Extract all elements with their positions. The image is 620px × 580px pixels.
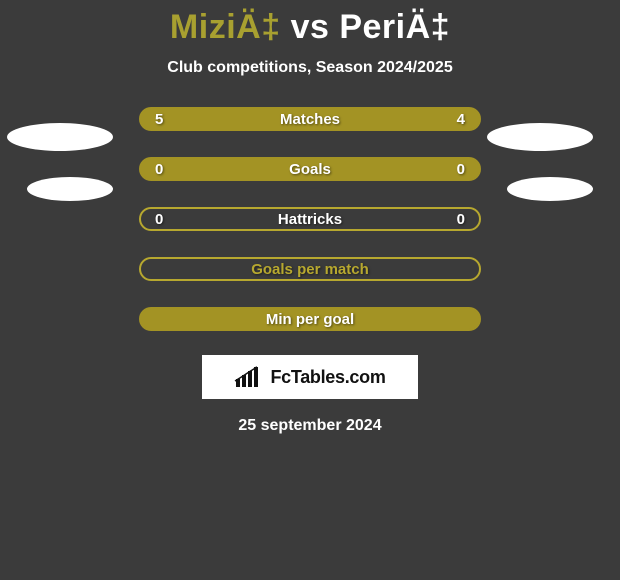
stat-value-left: 0 [155,161,163,178]
source-logo: FcTables.com [202,355,418,399]
title-vs: vs [291,8,340,46]
stat-label: Goals [289,161,331,178]
stat-value-left: 0 [155,211,163,228]
stat-label: Hattricks [278,211,342,228]
stat-pill: 5 Matches 4 [139,107,481,131]
title-player-left: MiziÄ‡ [170,8,281,46]
stat-row: Goals per match [0,255,620,283]
value-ellipse [487,123,593,151]
stat-pill: 0 Hattricks 0 [139,207,481,231]
stat-pill: Goals per match [139,257,481,281]
page-title: MiziÄ‡ vs PeriÄ‡ [170,8,450,47]
title-player-right: PeriÄ‡ [339,8,450,46]
bar-chart-icon [234,365,264,389]
subtitle: Club competitions, Season 2024/2025 [167,59,452,77]
value-ellipse [27,177,113,201]
date-label: 25 september 2024 [238,417,381,435]
stat-label: Min per goal [266,311,354,328]
stat-value-right: 4 [457,111,465,128]
stat-pill: 0 Goals 0 [139,157,481,181]
stat-label: Matches [280,111,340,128]
stat-pill: Min per goal [139,307,481,331]
stat-label: Goals per match [251,261,369,278]
source-logo-text: FcTables.com [270,367,385,388]
value-ellipse [7,123,113,151]
stat-value-right: 0 [457,161,465,178]
comparison-card: MiziÄ‡ vs PeriÄ‡ Club competitions, Seas… [0,0,620,435]
stat-value-right: 0 [457,211,465,228]
stat-row: 0 Hattricks 0 [0,205,620,233]
stat-value-left: 5 [155,111,163,128]
stat-row: Min per goal [0,305,620,333]
value-ellipse [507,177,593,201]
